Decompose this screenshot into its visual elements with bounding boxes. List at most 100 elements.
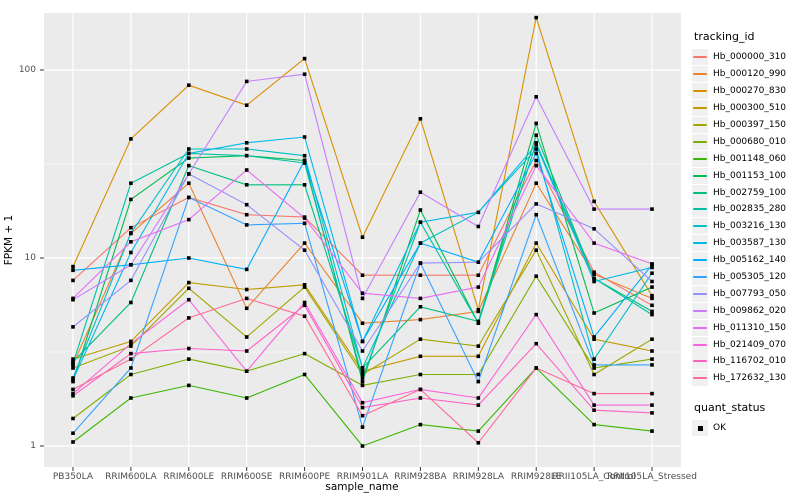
x-tick-label-RRIM600SE: RRIM600SE [220,472,273,482]
legend-title-tracking-id: tracking_id [694,30,755,43]
data-point-marker [129,278,133,283]
legend-item-label: Hb_002759_100 [713,187,787,198]
data-point-marker [187,172,191,176]
data-point-marker [302,135,307,139]
legend-item-Hb_000397_150: Hb_000397_150 [692,117,798,134]
legend-key [692,285,708,302]
data-point-marker [302,158,307,163]
legend-line-swatch [693,191,707,194]
x-axis-title: sample_name [325,481,399,493]
legend-item-label: Hb_005162_140 [713,255,787,266]
data-point-marker [592,270,596,274]
data-point-marker [71,264,75,269]
data-point-marker [71,394,75,398]
data-point-marker [418,296,423,301]
data-point-marker [187,156,191,160]
data-point-marker [418,387,423,392]
data-point-marker [71,440,75,444]
data-point-marker [187,297,191,302]
legend-item-label: Hb_001148_060 [713,153,787,164]
data-point-marker [476,224,481,229]
data-point-marker [592,335,596,339]
legend-key [692,184,708,201]
data-point-marker [650,349,654,353]
legend-item-label: OK [713,423,726,434]
data-point-marker [71,431,75,435]
legend-line-swatch [693,377,707,380]
data-point-marker [476,441,481,445]
data-point-marker [244,287,249,292]
legend-line-swatch [693,56,707,59]
data-point-marker [650,262,654,266]
data-point-marker [476,396,481,400]
data-point-marker [476,403,481,407]
data-point-marker [418,220,423,224]
data-point-marker [244,296,249,301]
y-axis-title: FPKM + 1 [3,214,15,266]
legend-line-swatch [693,292,707,295]
data-point-marker [360,376,365,380]
data-point-marker [418,396,423,400]
legend-line-swatch [693,309,707,312]
data-point-marker [302,303,307,308]
data-point-marker [244,212,249,217]
y-tick-label: 100 [18,65,36,75]
data-point-marker [71,325,75,329]
x-tick-label-RRIM928BA: RRIM928BA [394,472,447,482]
data-point-marker [650,363,654,367]
legend-key [692,133,708,150]
data-point-marker [129,250,133,255]
legend-item-label: Hb_000300_510 [713,103,787,114]
legend-item-Hb_002835_280: Hb_002835_280 [692,201,798,218]
data-point-marker [187,286,191,291]
data-point-marker [302,183,307,187]
data-point-marker [302,161,307,165]
data-point-marker [302,216,307,220]
legend-item-label: Hb_001153_100 [713,170,787,181]
data-point-marker [592,241,596,245]
data-point-marker [71,278,75,283]
data-point-marker [129,351,133,356]
data-point-marker [187,346,191,351]
data-point-marker [129,339,133,344]
data-point-marker [534,241,538,245]
data-point-marker [534,366,538,370]
data-point-marker [244,147,249,151]
x-tick-label-RRII105LA_Control: RRII105LA_Control [552,472,636,482]
data-point-marker [476,321,481,325]
data-point-marker [360,413,365,418]
data-point-marker [129,263,133,267]
legend-item-label: Hb_000397_150 [713,120,787,130]
data-point-marker [650,271,654,275]
data-point-marker [476,379,481,384]
legend-line-swatch [693,208,707,211]
legend-item-Hb_003587_130: Hb_003587_130 [692,235,798,252]
data-point-marker [418,241,423,245]
data-point-marker [129,366,133,370]
legend-item-Hb_009862_020: Hb_009862_020 [692,302,798,319]
data-point-marker [360,296,365,301]
x-tick-label-RRII105LA_Stressed: RRII105LA_Stressed [607,472,697,482]
data-point-marker [187,383,191,388]
legend-line-swatch [693,360,707,363]
legend-item-label: Hb_003587_130 [713,238,787,249]
data-point-marker [129,181,133,185]
data-point-marker [302,72,307,76]
legend-line-swatch [693,140,707,143]
data-point-marker [360,366,365,370]
data-point-marker [71,387,75,392]
data-point-marker [476,285,481,289]
data-point-marker [418,372,423,377]
data-point-marker [650,285,654,289]
data-point-marker [360,321,365,325]
data-point-marker [187,256,191,260]
data-point-marker [129,137,133,141]
data-point-marker [534,15,538,20]
legend-item-ok: OK [692,420,798,437]
legend-key [692,49,708,66]
data-point-marker [302,372,307,377]
legend-key [692,319,708,336]
data-point-marker [534,163,538,168]
data-point-marker [360,235,365,239]
